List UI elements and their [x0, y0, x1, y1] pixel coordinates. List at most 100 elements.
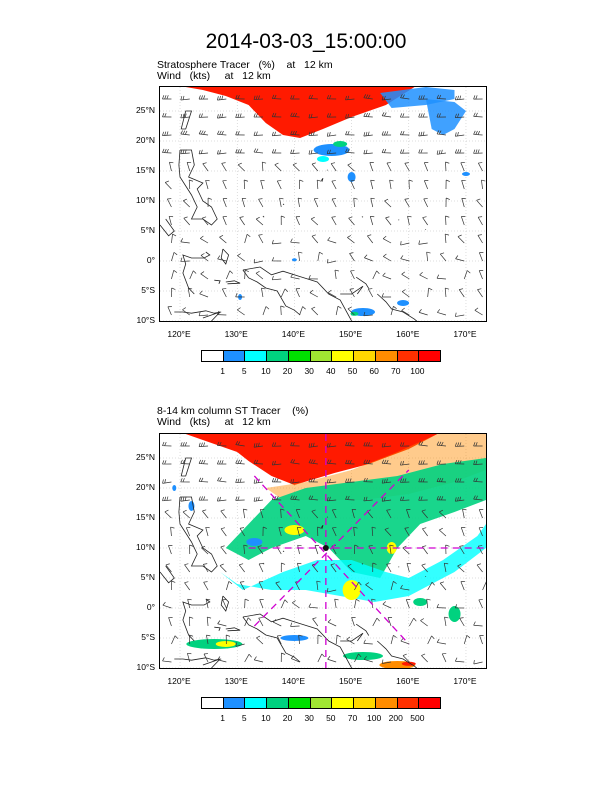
wind-barb-staff: [482, 581, 486, 591]
wind-barb-staff: [345, 116, 355, 119]
wind-barb-staff: [354, 599, 357, 609]
wind-barb-feather: [408, 179, 413, 182]
wind-barb-feather: [446, 179, 450, 182]
wind-barb-staff: [443, 563, 447, 573]
wind-barb-feather: [326, 95, 329, 99]
wind-barb-feather: [164, 496, 167, 501]
wind-barb-feather: [162, 113, 165, 118]
wind-barb-staff: [220, 546, 227, 555]
wind-barb-staff: [473, 624, 483, 627]
wind-barb-feather: [271, 131, 274, 136]
wind-barb-feather: [311, 162, 316, 165]
wind-barb-feather: [271, 257, 275, 262]
wind-barb-staff: [279, 198, 282, 208]
wind-barb-feather: [383, 253, 387, 257]
wind-barb-feather: [473, 495, 476, 500]
wind-barb-feather: [274, 112, 277, 117]
wind-barb-feather: [455, 312, 457, 317]
wind-barb-feather: [290, 130, 293, 135]
wind-barb-staff: [244, 653, 250, 663]
wind-barb-staff: [444, 617, 447, 627]
wind-barb-feather: [292, 95, 295, 100]
lon-tick-label: 120°E: [167, 329, 191, 339]
wind-barb-feather: [245, 269, 249, 272]
wind-barb-feather: [203, 581, 208, 583]
wind-barb-staff: [171, 252, 175, 262]
wind-barb-staff: [479, 252, 483, 262]
coastline: [320, 177, 324, 182]
coastline: [182, 251, 211, 295]
wind-barb-feather: [165, 563, 170, 566]
wind-barb-feather: [457, 442, 460, 447]
wind-barb-feather: [198, 130, 202, 135]
wind-barb-feather: [319, 251, 323, 255]
wind-barb-staff: [237, 309, 245, 316]
wind-barb-feather: [235, 113, 238, 118]
wind-barb-feather: [183, 198, 188, 202]
wind-barb-feather: [444, 562, 449, 565]
wind-barb-staff: [311, 564, 319, 573]
wind-barb-feather: [244, 179, 249, 182]
wind-barb-staff: [226, 581, 230, 591]
lon-tick-label: 170°E: [453, 329, 477, 339]
wind-barb-feather: [279, 197, 284, 200]
wind-barb-feather: [221, 130, 224, 135]
wind-barb-feather: [481, 179, 486, 182]
wind-barb-staff: [478, 270, 483, 280]
wind-barb-staff: [239, 581, 245, 591]
wind-barb-feather: [459, 478, 462, 483]
wind-barb-feather: [436, 477, 439, 482]
wind-barb-feather: [292, 495, 295, 500]
wind-barb-feather: [253, 443, 256, 448]
wind-barb-feather: [219, 441, 222, 446]
wind-barb-staff: [386, 564, 392, 573]
wind-barb-feather: [200, 253, 205, 256]
wind-barb-staff: [370, 198, 374, 208]
wind-barb-staff: [171, 635, 176, 645]
panel1-label-wind: Wind (kts) at 12 km: [157, 70, 271, 82]
colorbar-label: 50: [326, 713, 336, 723]
wind-barb-feather: [326, 149, 329, 154]
cross-section-line: [253, 475, 410, 645]
colorbar-swatch: [245, 698, 268, 708]
wind-barb-staff: [455, 314, 465, 317]
wind-barb-staff: [473, 115, 483, 118]
wind-barb-feather: [473, 112, 476, 117]
wind-barb-feather: [457, 95, 459, 100]
wind-barb-staff: [351, 509, 355, 519]
wind-barb-feather: [162, 460, 165, 465]
wind-barb-feather: [457, 149, 460, 154]
wind-barb-feather: [200, 459, 204, 464]
wind-barb-feather: [184, 149, 187, 154]
wind-barb-feather: [220, 509, 225, 512]
wind-barb-feather: [290, 238, 293, 243]
wind-barb-feather: [349, 288, 354, 290]
wind-barb-feather: [365, 442, 368, 447]
wind-barb-staff: [187, 653, 191, 663]
wind-barb-feather: [347, 113, 349, 119]
wind-barb-staff: [313, 198, 319, 208]
wind-barb-staff: [347, 237, 355, 244]
wind-barb-staff: [171, 270, 175, 280]
coastline: [160, 565, 175, 584]
lat-tick-label: 5°N: [140, 572, 155, 582]
wind-barb-staff: [327, 589, 337, 593]
wind-barb-feather: [162, 479, 164, 484]
wind-barb-staff: [327, 658, 337, 663]
wind-barb-feather: [258, 234, 263, 236]
wind-barb-staff: [202, 510, 209, 519]
wind-barb-staff: [290, 462, 300, 465]
wind-barb-staff: [330, 564, 337, 573]
wind-barb-feather: [365, 582, 370, 585]
wind-barb-feather: [454, 459, 458, 464]
tracer-yellow: [284, 525, 305, 535]
wind-barb-staff: [221, 163, 227, 172]
lat-tick-label: 10°N: [136, 195, 155, 205]
wind-barb-feather: [217, 130, 220, 135]
wind-barb-feather: [290, 495, 293, 500]
wind-barb-staff: [400, 463, 410, 466]
wind-barb-staff: [203, 564, 209, 573]
coastline: [262, 215, 265, 218]
wind-barb-feather: [418, 309, 422, 313]
wind-barb-staff: [418, 444, 428, 447]
